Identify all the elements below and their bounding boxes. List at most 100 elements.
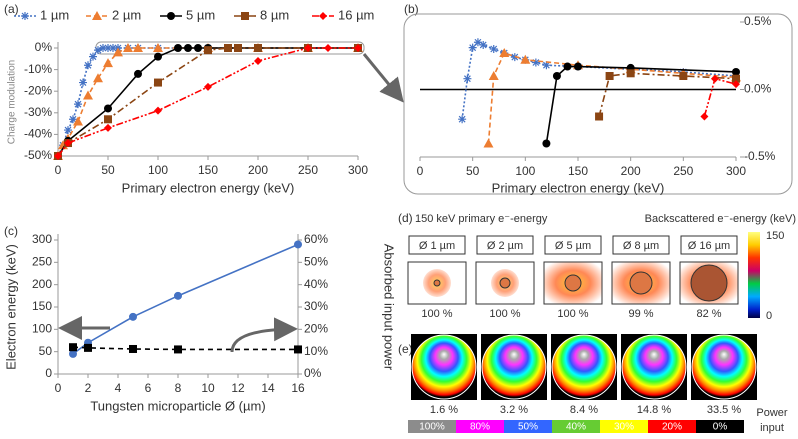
point <box>483 138 494 148</box>
legend-label: 100% <box>419 422 445 433</box>
point <box>153 43 163 52</box>
y-tick-label: -30% <box>24 105 52 119</box>
y-tick-label: -40% <box>24 127 52 141</box>
point <box>732 80 740 89</box>
point <box>479 40 488 49</box>
legend-swatch <box>648 420 696 433</box>
percent-label: 100 % <box>421 308 452 320</box>
point <box>710 74 719 83</box>
point <box>73 116 83 126</box>
y-tick-label: 0.5% <box>744 14 772 28</box>
percent-label: 100 % <box>557 308 588 320</box>
point <box>154 106 162 115</box>
point <box>113 47 123 57</box>
size-box <box>408 235 466 255</box>
legend-label: 20% <box>662 422 682 433</box>
power-map <box>481 334 547 400</box>
point <box>574 62 582 71</box>
point <box>129 344 137 353</box>
y2-tick-label: 50% <box>304 255 328 269</box>
percent-label: 3.2 % <box>500 404 528 416</box>
legend-swatch <box>696 420 744 433</box>
y-tick-label: -50% <box>24 148 52 162</box>
point <box>184 44 192 52</box>
x-tick-label: 100 <box>515 164 535 178</box>
axis-line <box>57 42 358 157</box>
x-tick-label: 50 <box>101 163 115 177</box>
size-box <box>680 235 738 255</box>
y-axis-label: Charge modulation <box>7 60 18 145</box>
panel-label: (a) <box>4 2 19 16</box>
percent-label: 1.6 % <box>430 404 458 416</box>
panel-title: 150 keV primary e⁻-energy <box>415 213 548 225</box>
y-tick-label: 300 <box>32 232 52 246</box>
point <box>294 240 302 249</box>
point <box>254 56 262 65</box>
series-line <box>57 47 358 157</box>
point <box>234 44 242 52</box>
legend-swatch <box>504 420 552 433</box>
x-tick-label: 12 <box>231 381 245 395</box>
power-map <box>551 334 617 400</box>
point <box>84 343 92 352</box>
y-tick-label: 100 <box>32 322 52 336</box>
series-line <box>57 47 358 157</box>
point <box>109 44 117 52</box>
power-map <box>691 334 757 400</box>
series-line <box>57 47 358 157</box>
point <box>488 71 499 80</box>
colorbar-min: 0 <box>766 310 772 322</box>
legend-marker <box>92 11 102 20</box>
point <box>64 126 72 135</box>
y-axis-label: Electron energy (keV) <box>3 244 18 370</box>
point <box>79 78 87 87</box>
x-tick-label: 14 <box>261 381 275 395</box>
y-tick-label: 200 <box>32 277 52 291</box>
point <box>89 52 97 61</box>
point <box>463 74 472 83</box>
x-tick-label: 250 <box>673 164 693 178</box>
point <box>84 61 92 70</box>
colorbar-max: 150 <box>766 230 784 242</box>
point <box>204 82 212 91</box>
panels: 0 50 100 150 200 250 300-50%-40%-30%-20%-10%0%… <box>3 7 796 433</box>
particle <box>629 271 653 295</box>
series-line <box>703 77 737 117</box>
panel-label: (c) <box>4 224 18 238</box>
point <box>64 139 72 148</box>
y-tick-label: 0.0% <box>744 82 772 96</box>
panel-label: (b) <box>404 2 419 16</box>
point <box>99 44 107 52</box>
x-tick-label: 16 <box>291 381 305 395</box>
point <box>468 43 477 52</box>
legend-label: 50% <box>518 422 538 433</box>
legend-swatch <box>600 420 648 433</box>
point <box>69 349 77 358</box>
y2-tick-label: 0% <box>304 366 322 380</box>
size-box <box>544 235 602 255</box>
point <box>94 46 102 55</box>
point <box>104 44 112 52</box>
series-line <box>545 65 737 144</box>
percent-label: 100 % <box>489 308 520 320</box>
legend-swatch <box>456 420 504 433</box>
legend-label: 30% <box>614 422 634 433</box>
point <box>626 69 635 78</box>
point <box>154 52 162 61</box>
point <box>552 72 561 80</box>
point <box>103 58 113 68</box>
panel-label: (d) <box>398 211 413 225</box>
y2-tick-label: 30% <box>304 299 328 313</box>
panel-b-frame <box>403 13 793 195</box>
x-tick-label: 0 <box>55 163 62 177</box>
series-line <box>487 52 737 144</box>
x-tick-label: 150 <box>198 163 218 177</box>
point <box>123 43 133 52</box>
point <box>732 74 740 83</box>
series-line <box>57 47 358 157</box>
point <box>174 44 182 52</box>
point <box>679 72 688 80</box>
panel-label: (e) <box>398 342 413 356</box>
size-label: Ø 8 µm <box>623 240 659 252</box>
